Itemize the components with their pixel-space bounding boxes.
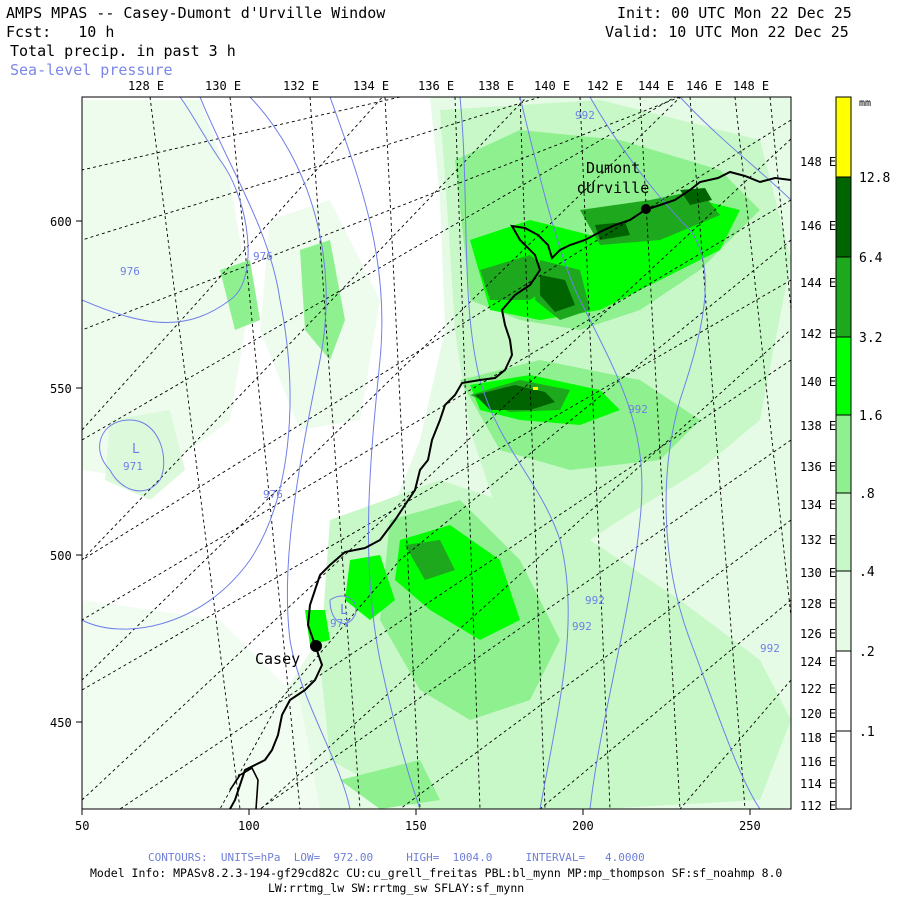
- plot-title: AMPS MPAS -- Casey-Dumont d'Urville Wind…: [6, 4, 386, 22]
- tick-label: 138 E: [800, 419, 836, 433]
- tick-label: 500: [50, 549, 72, 563]
- map-area: [82, 97, 791, 809]
- tick-label: 114 E: [800, 777, 836, 791]
- isobar-label: 971: [123, 460, 143, 473]
- tick-label: 136 E: [418, 79, 454, 93]
- colorbar-label: .2: [859, 645, 875, 660]
- tick-label: 142 E: [800, 327, 836, 341]
- colorbar-swatch: [836, 415, 851, 493]
- tick-label: 200: [572, 819, 594, 833]
- isobar-label: 992: [585, 594, 605, 607]
- tick-label: 112 E: [800, 799, 836, 813]
- isobar-label: 992: [572, 620, 592, 633]
- tick-label: 132 E: [283, 79, 319, 93]
- left-labels: 600 550 500 450: [50, 215, 82, 730]
- tick-label: 50: [75, 819, 89, 833]
- tick-label: 148 E: [800, 155, 836, 169]
- colorbar-swatch: [836, 177, 851, 257]
- field-name: Total precip. in past 3 h: [10, 42, 236, 60]
- tick-label: 126 E: [800, 627, 836, 641]
- colorbar-label: .8: [859, 487, 875, 502]
- precip-shading: [82, 97, 791, 809]
- isobar-label: 977: [330, 617, 350, 630]
- colorbar-label: 12.8: [859, 171, 890, 186]
- coastline: [229, 170, 791, 809]
- dumont-label-1: Dumont: [586, 159, 640, 177]
- isobar-label: 976: [120, 265, 140, 278]
- low-mark: L: [340, 603, 348, 618]
- overlay-name: Sea-level pressure: [10, 61, 173, 79]
- model-info: Model Info: MPASv8.2.3-194-gf29cd82c CU:…: [90, 866, 783, 880]
- tick-label: 144 E: [638, 79, 674, 93]
- colorbar-label: .4: [859, 565, 875, 580]
- tick-label: 122 E: [800, 682, 836, 696]
- tick-label: 130 E: [205, 79, 241, 93]
- coastline-inlet: [229, 766, 259, 809]
- right-lon-labels: 148 E 146 E 144 E 142 E 140 E 138 E 136 …: [800, 155, 836, 813]
- tick-label: 148 E: [733, 79, 769, 93]
- colorbar-swatch: [836, 571, 851, 651]
- tick-label: 150: [405, 819, 427, 833]
- casey-label: Casey: [255, 650, 300, 668]
- tick-label: 120 E: [800, 707, 836, 721]
- colorbar-label: 1.6: [859, 409, 882, 424]
- tick-label: 100: [238, 819, 260, 833]
- map-border: [81, 96, 792, 810]
- colorbar-swatch: [836, 257, 851, 337]
- forecast-hour: Fcst: 10 h: [6, 23, 115, 41]
- tick-label: 140 E: [800, 375, 836, 389]
- top-lon-labels: 128 E 130 E 132 E 134 E 136 E 138 E 140 …: [128, 79, 769, 93]
- tick-label: 550: [50, 382, 72, 396]
- isobar-labels: 992 976 976 971 976 977 992 992 992 992 …: [120, 109, 780, 655]
- isobar-label: 992: [628, 403, 648, 416]
- colorbar-label: .1: [859, 725, 875, 740]
- low-mark: L: [132, 442, 140, 457]
- dumont-label-2: dUrville: [577, 179, 649, 197]
- model-info-2: LW:rrtmg_lw SW:rrtmg_sw SFLAY:sf_mynn: [268, 881, 525, 895]
- init-time: Init: 00 UTC Mon 22 Dec 25: [617, 4, 852, 22]
- casey-marker: [310, 640, 322, 652]
- graticule: [82, 97, 791, 809]
- tick-label: 116 E: [800, 755, 836, 769]
- tick-label: 146 E: [800, 219, 836, 233]
- tick-label: 128 E: [800, 597, 836, 611]
- dumont-durville-marker: [641, 204, 651, 214]
- isobar-label: 992: [575, 109, 595, 122]
- tick-label: 144 E: [800, 276, 836, 290]
- isobar-label: 976: [253, 250, 273, 263]
- colorbar-label: 6.4: [859, 251, 883, 266]
- tick-label: 142 E: [587, 79, 623, 93]
- colorbar-swatch: [836, 97, 851, 177]
- colorbar-swatch: [836, 731, 851, 809]
- colorbar-swatch: [836, 493, 851, 571]
- tick-label: 450: [50, 716, 72, 730]
- tick-label: 134 E: [800, 498, 836, 512]
- colorbar-unit: mm: [859, 98, 871, 109]
- tick-label: 136 E: [800, 460, 836, 474]
- colorbar-swatch: [836, 337, 851, 415]
- tick-label: 132 E: [800, 533, 836, 547]
- contours-info: CONTOURS: UNITS=hPa LOW= 972.00 HIGH= 10…: [148, 851, 645, 864]
- tick-label: 140 E: [534, 79, 570, 93]
- bottom-labels: 50 100 150 200 250: [75, 809, 761, 833]
- colorbar-swatch: [836, 651, 851, 731]
- tick-label: 250: [739, 819, 761, 833]
- tick-label: 128 E: [128, 79, 164, 93]
- isobars: [82, 97, 791, 809]
- tick-label: 138 E: [478, 79, 514, 93]
- tick-label: 130 E: [800, 566, 836, 580]
- tick-label: 600: [50, 215, 72, 229]
- colorbar-label: 3.2: [859, 331, 882, 346]
- valid-time: Valid: 10 UTC Mon 22 Dec 25: [605, 23, 849, 41]
- tick-label: 134 E: [353, 79, 389, 93]
- tick-label: 124 E: [800, 655, 836, 669]
- tick-label: 146 E: [686, 79, 722, 93]
- isobar-label: 976: [263, 488, 283, 501]
- isobar-label: 992: [760, 642, 780, 655]
- colorbar: mm 12.8 6.4 3.2 1.6 .8 .4 .2 .1: [835, 96, 890, 810]
- tick-label: 118 E: [800, 731, 836, 745]
